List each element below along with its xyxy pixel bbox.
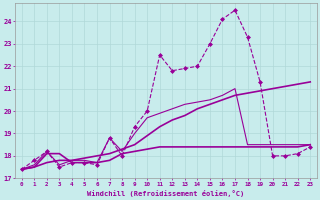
X-axis label: Windchill (Refroidissement éolien,°C): Windchill (Refroidissement éolien,°C) (87, 190, 244, 197)
